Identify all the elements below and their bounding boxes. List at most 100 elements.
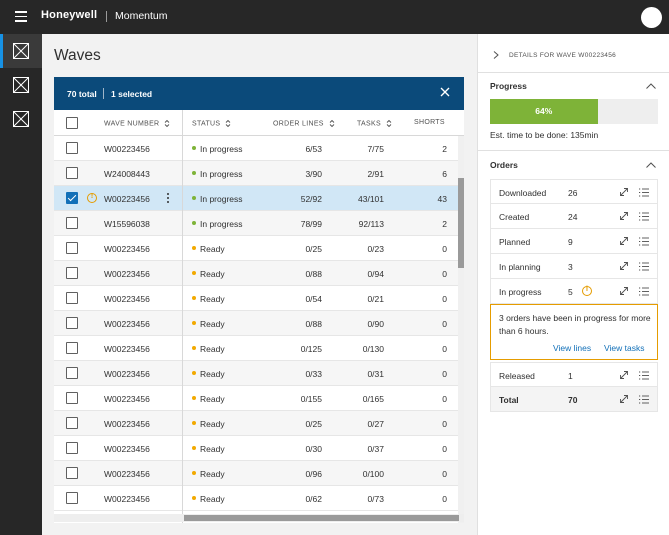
table-row[interactable]: W00223456 Ready 0/96 0/100 0 — [54, 461, 458, 486]
orders-row-label: In planning — [499, 262, 541, 272]
shorts-value: 6 — [442, 169, 447, 179]
expand-icon[interactable] — [619, 211, 629, 221]
row-checkbox[interactable] — [66, 142, 78, 154]
row-checkbox[interactable] — [66, 467, 78, 479]
shorts-value: 43 — [437, 194, 447, 204]
column-header-tasks[interactable]: TASKS — [357, 119, 392, 128]
close-icon[interactable] — [439, 86, 451, 98]
expand-icon[interactable] — [619, 370, 629, 380]
order-lines-value: 0/155 — [300, 394, 322, 404]
warning-icon[interactable] — [87, 193, 97, 203]
row-checkbox[interactable] — [66, 217, 78, 229]
shorts-value: 0 — [442, 269, 447, 279]
expand-icon[interactable] — [619, 261, 629, 271]
orders-row-label: Downloaded — [499, 188, 547, 198]
column-label: SHORTS — [414, 119, 445, 126]
progress-section-title: Progress — [490, 81, 527, 91]
row-checkbox[interactable] — [66, 367, 78, 379]
expand-icon[interactable] — [619, 187, 629, 197]
column-header-wave-number[interactable]: WAVE NUMBER — [104, 119, 170, 128]
tasks-value: 0/37 — [367, 444, 384, 454]
orders-row-label: Released — [499, 371, 535, 381]
progress-bar-fill: 64% — [490, 99, 598, 124]
order-lines-value: 3/90 — [305, 169, 322, 179]
status-dot — [192, 271, 196, 275]
orders-row: In progress 5 — [490, 279, 658, 304]
wave-number: W00223456 — [104, 419, 150, 429]
column-header-order-lines[interactable]: ORDER LINES — [273, 119, 335, 128]
status-text: Ready — [200, 494, 225, 504]
row-checkbox[interactable] — [66, 292, 78, 304]
status-text: Ready — [200, 344, 225, 354]
orders-alert-callout: 3 orders have been in progress for more … — [490, 304, 658, 360]
nav-item-3[interactable] — [0, 102, 42, 136]
row-checkbox[interactable] — [66, 192, 78, 204]
wave-number: W00223456 — [104, 444, 150, 454]
horizontal-scrollbar-thumb[interactable] — [184, 515, 459, 521]
orders-row: Created 24 — [490, 204, 658, 229]
column-header-shorts[interactable]: SHORTS — [414, 119, 445, 126]
status-text: Ready — [200, 469, 225, 479]
info-warning-icon[interactable] — [582, 286, 592, 296]
view-tasks-link[interactable]: View tasks — [604, 343, 645, 353]
table-row[interactable]: W15596038 In progress 78/99 92/113 2 — [54, 211, 458, 236]
table-row[interactable]: W00223456 Ready 0/88 0/90 0 — [54, 311, 458, 336]
row-checkbox[interactable] — [66, 442, 78, 454]
table-row[interactable]: W00223456 Ready 0/30 0/37 0 — [54, 436, 458, 461]
brand-divider — [106, 11, 107, 22]
expand-icon[interactable] — [619, 394, 629, 404]
nav-item-1[interactable] — [0, 34, 42, 68]
row-checkbox[interactable] — [66, 417, 78, 429]
table-row[interactable]: W00223456 In progress 52/92 43/101 43 — [54, 186, 458, 211]
status-text: Ready — [200, 369, 225, 379]
list-icon[interactable] — [639, 237, 649, 246]
view-lines-link[interactable]: View lines — [553, 343, 592, 353]
vertical-scrollbar-thumb[interactable] — [458, 178, 464, 268]
row-checkbox[interactable] — [66, 342, 78, 354]
order-lines-value: 0/96 — [305, 469, 322, 479]
expand-icon[interactable] — [619, 236, 629, 246]
table-row[interactable]: W00223456 Ready 0/125 0/130 0 — [54, 336, 458, 361]
page-title: Waves — [54, 47, 101, 64]
list-icon[interactable] — [639, 262, 649, 271]
table-row[interactable]: W00223456 Ready 0/88 0/94 0 — [54, 261, 458, 286]
table-row[interactable]: W00223456 Ready 0/155 0/165 0 — [54, 386, 458, 411]
chevron-up-icon[interactable] — [646, 83, 656, 89]
table-row[interactable]: W00223456 In progress 6/53 7/75 2 — [54, 136, 458, 161]
tasks-value: 0/73 — [367, 494, 384, 504]
column-label: TASKS — [357, 120, 381, 128]
row-checkbox[interactable] — [66, 317, 78, 329]
row-checkbox[interactable] — [66, 267, 78, 279]
chevron-right-icon[interactable] — [493, 51, 499, 59]
list-icon[interactable] — [639, 371, 649, 380]
orders-row-count: 1 — [568, 371, 573, 381]
expand-icon[interactable] — [619, 286, 629, 296]
row-checkbox[interactable] — [66, 167, 78, 179]
table-row[interactable]: W00223456 Ready 0/54 0/21 0 — [54, 286, 458, 311]
chevron-up-icon[interactable] — [646, 162, 656, 168]
order-lines-value: 52/92 — [300, 194, 322, 204]
product-name: Momentum — [115, 10, 168, 22]
select-all-checkbox[interactable] — [66, 117, 78, 129]
more-options-icon[interactable] — [167, 193, 170, 204]
selection-bar: 70 total 1 selected — [54, 77, 464, 110]
table-row[interactable]: W00223456 Ready 0/33 0/31 0 — [54, 361, 458, 386]
table-row[interactable]: W00223456 Ready 0/25 0/23 0 — [54, 236, 458, 261]
nav-item-2[interactable] — [0, 68, 42, 102]
table-row[interactable]: W00223456 Ready 0/25 0/27 0 — [54, 411, 458, 436]
list-icon[interactable] — [639, 287, 649, 296]
row-checkbox[interactable] — [66, 492, 78, 504]
row-checkbox[interactable] — [66, 242, 78, 254]
avatar[interactable] — [641, 7, 662, 28]
column-header-status[interactable]: STATUS — [192, 119, 231, 128]
top-bar: Honeywell Momentum — [0, 0, 669, 34]
row-checkbox[interactable] — [66, 392, 78, 404]
table-row[interactable]: W24008443 In progress 3/90 2/91 6 — [54, 161, 458, 186]
hamburger-menu-icon[interactable] — [15, 11, 27, 22]
shorts-value: 0 — [442, 244, 447, 254]
list-icon[interactable] — [639, 212, 649, 221]
list-icon[interactable] — [639, 188, 649, 197]
shorts-value: 0 — [442, 469, 447, 479]
table-row[interactable]: W00223456 Ready 0/62 0/73 0 — [54, 486, 458, 511]
list-icon[interactable] — [639, 395, 649, 404]
